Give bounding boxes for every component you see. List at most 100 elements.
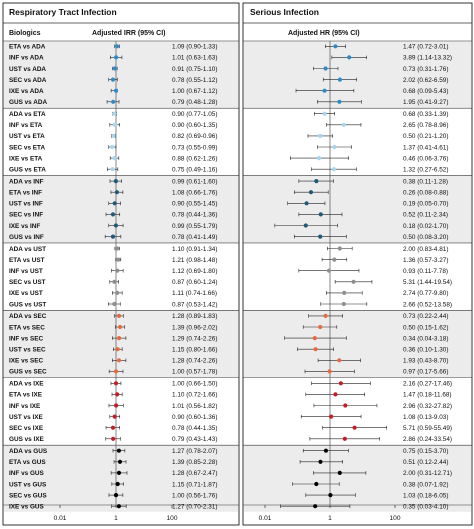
right-estimate-text: 1.93 (0.43-8.70) (403, 358, 448, 365)
left-point-estimate (113, 179, 118, 184)
right-estimate-text: 1.36 (0.57-3.27) (403, 257, 448, 264)
left-point-estimate (115, 481, 120, 487)
left-point-estimate (116, 504, 122, 509)
right-point-estimate (332, 257, 337, 262)
comparison-label: ETA vs GUS (9, 459, 46, 466)
left-estimate-text: 0.87 (0.53-1.42) (172, 301, 217, 308)
right-point-estimate (318, 212, 323, 217)
right-estimate-text: 0.50 (0.08-3.20) (403, 234, 448, 241)
comparison-label: IXE vs GUS (9, 504, 45, 511)
comparison-label: IXE vs SEC (9, 358, 43, 365)
left-point-estimate (116, 313, 122, 318)
right-estimate-text: 2.96 (0.32-27.82) (403, 403, 452, 410)
right-column-header: Adjusted HR (95% CI) (288, 30, 360, 37)
comparison-label: ADA vs SEC (9, 313, 47, 320)
right-point-estimate (318, 234, 323, 239)
left-estimate-text: 0.73 (0.55-0.99) (172, 144, 217, 151)
left-point-estimate (115, 290, 120, 295)
comparison-label: UST vs SEC (9, 347, 46, 354)
left-panel-frame (2, 2, 240, 526)
left-estimate-text: 1.01 (0.56-1.82) (172, 403, 217, 410)
left-estimate-text: 0.99 (0.61-1.60) (172, 178, 217, 185)
comparison-label: ETA vs ADA (9, 44, 46, 51)
comparison-label: GUS vs SEC (9, 369, 47, 376)
right-point-estimate (338, 381, 343, 386)
left-point-estimate (110, 144, 115, 150)
right-point-estimate (351, 279, 356, 284)
right-point-estimate (327, 369, 332, 374)
left-estimate-text: 1.10 (0.72-1.66) (172, 392, 217, 399)
right-point-estimate (337, 470, 342, 475)
left-point-estimate (116, 358, 122, 363)
right-x-tick-0.01: 0.01 (259, 515, 272, 522)
right-estimate-text: 1.47 (0.18-11.68) (403, 392, 452, 399)
comparison-label: UST vs ETA (9, 133, 45, 140)
right-point-estimate (314, 481, 319, 487)
right-point-estimate (332, 144, 337, 150)
right-estimate-text: 1.47 (0.72-3.01) (403, 44, 448, 51)
comparison-label: GUS vs ADA (9, 99, 48, 106)
right-estimate-text: 0.34 (0.04-3.18) (403, 335, 448, 342)
right-estimate-text: 2.16 (0.27-17.46) (403, 381, 452, 388)
left-estimate-text: 0.78 (0.44-1.35) (172, 425, 217, 432)
left-point-estimate (115, 268, 120, 273)
right-estimate-text: 0.26 (0.08-0.88) (403, 190, 448, 197)
biologics-column-header: Biologics (9, 30, 41, 37)
left-x-tick-1: 1 (114, 515, 118, 522)
left-estimate-text: 1.12 (0.69-1.80) (172, 268, 217, 275)
right-point-estimate (303, 223, 308, 228)
right-point-estimate (323, 313, 328, 318)
left-estimate-text: 0.87 (0.60-1.24) (172, 279, 217, 286)
left-point-estimate (115, 347, 120, 352)
left-point-estimate (113, 369, 119, 374)
left-estimate-text: 0.90 (0.60-1.36) (172, 414, 217, 421)
left-estimate-text: 1.15 (0.71-1.87) (172, 481, 217, 488)
left-estimate-text: 1.00 (0.66-1.50) (172, 381, 217, 388)
left-point-estimate (114, 403, 119, 408)
right-estimate-text: 0.97 (0.17-5.66) (403, 369, 448, 376)
right-estimate-text: 0.75 (0.15-3.70) (403, 448, 448, 455)
left-estimate-text: 1.00 (0.67-1.12) (172, 88, 217, 95)
right-group-band-6 (244, 445, 471, 512)
left-estimate-text: 1.11 (0.74-1.66) (172, 290, 217, 297)
left-point-estimate (111, 133, 116, 138)
left-point-estimate (111, 99, 116, 104)
right-point-estimate (343, 403, 348, 408)
right-point-estimate (337, 358, 342, 363)
left-point-estimate (110, 212, 116, 217)
comparison-label: ETA vs SEC (9, 324, 45, 331)
left-estimate-text: 1.27 (0.78-2.07) (172, 448, 217, 455)
left-point-estimate (116, 336, 122, 341)
right-estimate-text: 0.93 (0.11-7.78) (403, 268, 448, 275)
comparison-label: SEC vs ADA (9, 77, 47, 84)
left-group-band-0 (4, 40, 238, 108)
left-estimate-text: 0.90 (0.60-1.35) (172, 122, 217, 129)
right-estimate-text: 0.73 (0.22-2.44) (403, 313, 448, 320)
comparison-label: UST vs ADA (9, 66, 46, 73)
right-estimate-text: 5.71 (0.59-55.49) (403, 425, 452, 432)
left-group-band-6 (4, 445, 238, 512)
right-point-estimate (328, 414, 334, 419)
left-estimate-text: 1.01 (0.63-1.63) (172, 55, 217, 62)
right-group-band-2 (244, 175, 471, 243)
left-point-estimate (114, 55, 119, 60)
right-estimate-text: 0.38 (0.11-1.28) (403, 178, 448, 185)
right-point-estimate (316, 156, 322, 161)
right-group-band-0 (244, 40, 471, 108)
left-estimate-text: 0.78 (0.44-1.36) (172, 212, 217, 219)
left-estimate-text: 0.90 (0.55-1.45) (172, 201, 217, 208)
right-point-estimate (323, 448, 329, 453)
right-group-band-4 (244, 310, 471, 377)
left-estimate-text: 1.27 (0.70-2.31) (172, 504, 217, 511)
left-point-estimate (113, 223, 118, 228)
right-estimate-text: 2.66 (0.52-13.58) (403, 301, 452, 308)
left-point-estimate (112, 201, 117, 206)
left-point-estimate (116, 257, 121, 262)
left-point-estimate (112, 414, 117, 419)
left-point-estimate (116, 470, 122, 475)
comparison-label: ETA vs IXE (9, 392, 43, 399)
comparison-label: ETA vs INF (9, 190, 42, 197)
right-estimate-text: 1.03 (0.18-6.05) (403, 492, 448, 499)
